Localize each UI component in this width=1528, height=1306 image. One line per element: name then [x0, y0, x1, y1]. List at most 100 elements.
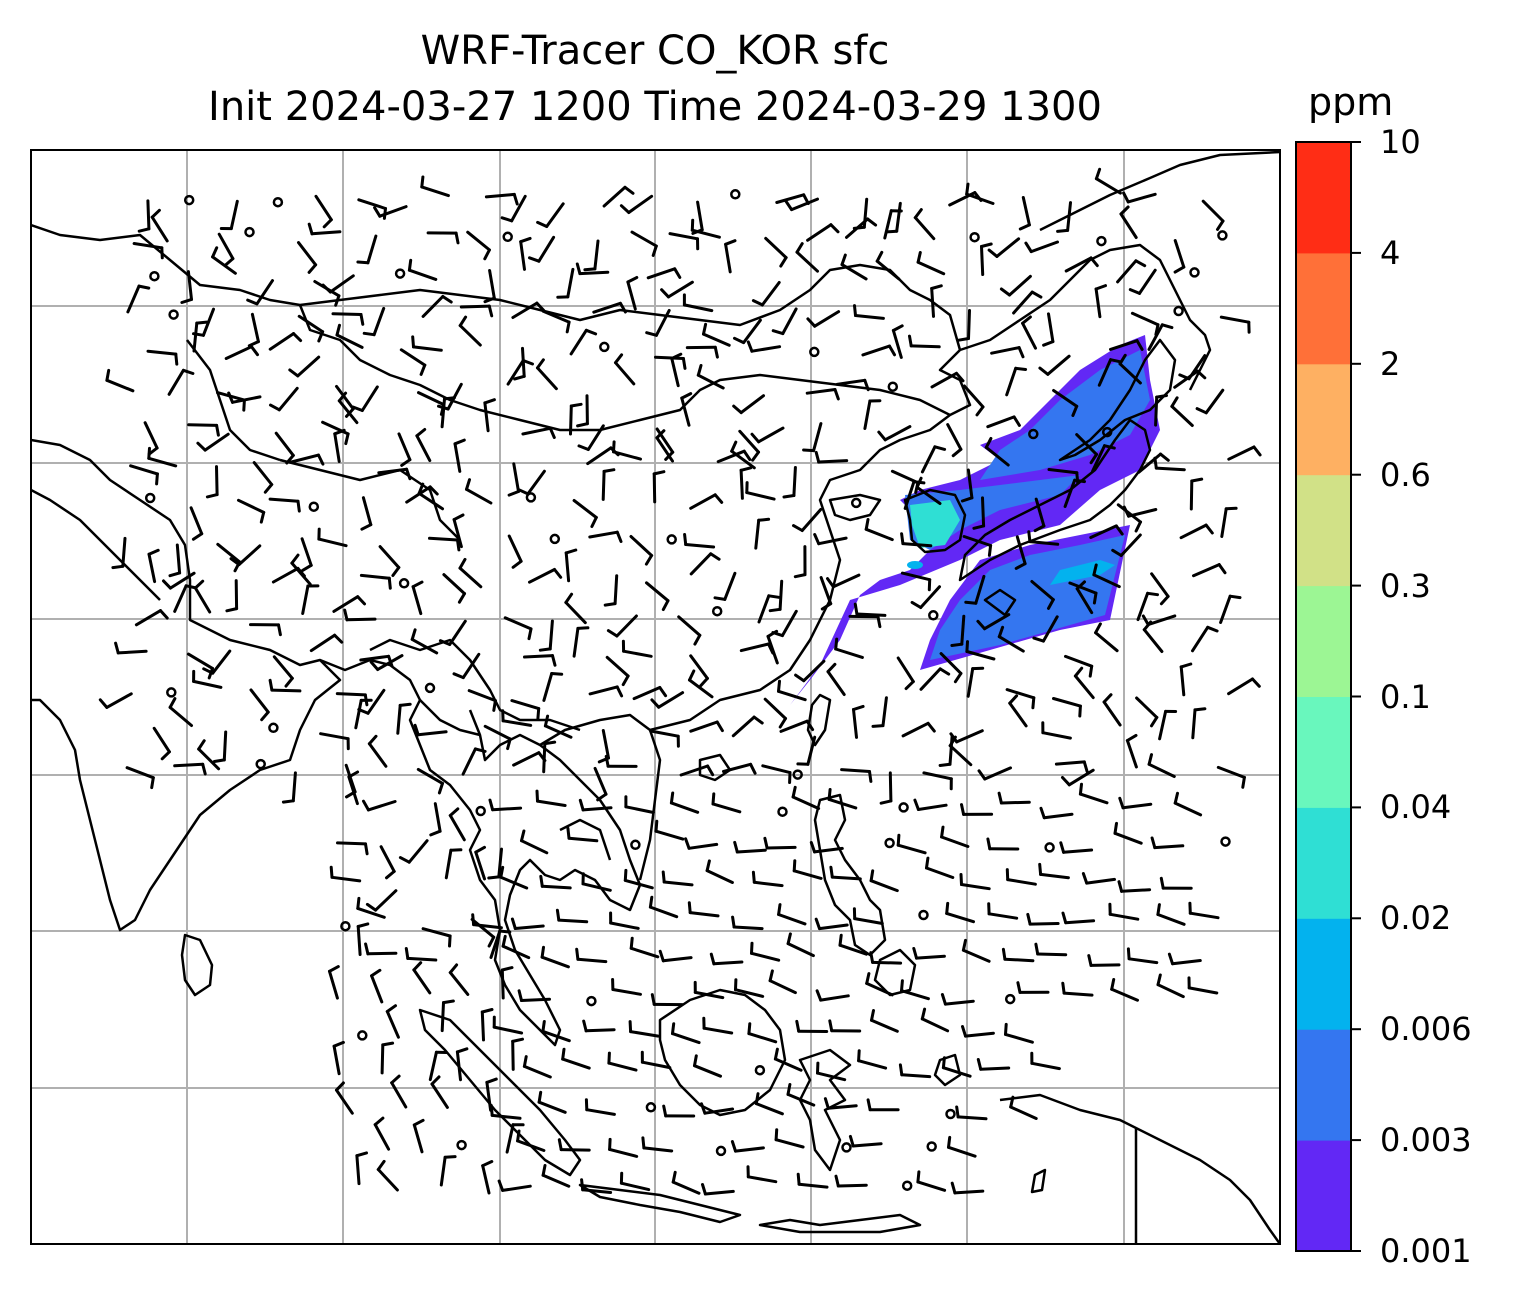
- wind-barb-flag: [950, 1181, 957, 1195]
- wind-barb-flag: [1061, 776, 1071, 787]
- wind-barb-shaft: [1138, 268, 1157, 295]
- wind-barb-shaft: [564, 551, 571, 583]
- wind-barb-flag: [916, 251, 922, 264]
- wind-barb-shaft: [250, 312, 260, 344]
- wind-barb-flag: [411, 335, 415, 349]
- wind-barb-flag: [754, 1092, 760, 1106]
- wind-barb-flag: [583, 267, 597, 272]
- wind-barb-flag: [730, 1140, 737, 1153]
- wind-barb-flag: [752, 715, 764, 725]
- wind-barb-flag: [1147, 753, 1153, 766]
- wind-barb-flag: [891, 324, 904, 332]
- wind-barb-shaft: [834, 647, 864, 659]
- wind-barb-flag: [1160, 323, 1174, 330]
- wind-barb-shaft: [703, 1189, 735, 1196]
- wind-barb-shaft: [900, 989, 930, 1001]
- wind-barb-shaft: [967, 309, 971, 340]
- wind-barb-flag: [580, 1178, 585, 1192]
- colorbar-frame: [1295, 141, 1352, 1252]
- wind-barb-flag: [945, 901, 950, 915]
- wind-barb-shaft: [519, 240, 526, 271]
- wind-barb-shaft: [252, 461, 274, 486]
- wind-barb-shaft: [688, 678, 714, 699]
- wind-barb-shaft: [774, 1138, 805, 1149]
- wind-barb-shaft: [521, 426, 552, 436]
- wind-barb-shaft: [960, 883, 991, 891]
- colorbar-segment: [1296, 696, 1351, 808]
- wind-barb-shaft: [909, 344, 941, 349]
- wind-barb-flag: [452, 672, 465, 680]
- wind-barb-shaft: [354, 698, 363, 730]
- wind-barb-shaft: [297, 314, 325, 334]
- wind-barb-shaft: [367, 742, 388, 768]
- wind-barb-flag: [1128, 288, 1141, 295]
- colorbar-tick-label: 0.006: [1380, 1010, 1472, 1049]
- wind-barb-flag: [1173, 265, 1186, 274]
- wind-barb-shaft: [611, 988, 642, 996]
- wind-barb-shaft: [105, 692, 133, 709]
- wind-barb-flag: [1126, 947, 1131, 961]
- wind-barb-shaft: [797, 1182, 829, 1189]
- wind-barb-flag: [227, 391, 234, 404]
- wind-barb-shaft: [474, 850, 486, 881]
- wind-barb-shaft: [134, 609, 162, 627]
- wind-barb-flag: [742, 449, 752, 461]
- wind-barb-shaft: [830, 875, 862, 881]
- wind-barb-flag: [955, 1105, 960, 1119]
- wind-barb-flag: [404, 947, 410, 960]
- wind-barb-shaft: [335, 692, 367, 697]
- wind-barb-flag: [105, 368, 111, 382]
- wind-barb-shaft: [693, 1064, 722, 1078]
- wind-barb-flag: [938, 667, 951, 676]
- wind-barb-shaft: [765, 845, 797, 850]
- wind-barb-shaft: [1028, 922, 1060, 926]
- wind-barb-shaft: [335, 333, 364, 349]
- wind-barb-shaft: [865, 981, 894, 997]
- wind-barb-flag: [292, 332, 303, 343]
- wind-barb-flag: [815, 989, 823, 1002]
- wind-barb-shaft: [1170, 404, 1194, 427]
- wind-barb-flag: [455, 1047, 469, 1054]
- wind-barb-shaft: [255, 279, 274, 306]
- wind-barb-shaft: [370, 974, 384, 1004]
- wind-barb-flag: [246, 298, 259, 306]
- wind-barb-flag: [1026, 912, 1032, 926]
- wind-barb-shaft: [501, 719, 533, 727]
- wind-barb-shaft: [1108, 912, 1140, 921]
- wind-barb-shaft: [224, 345, 253, 360]
- wind-barb-flag: [513, 374, 526, 381]
- wind-barb-shaft: [806, 223, 833, 242]
- wind-barb-flag: [940, 825, 945, 839]
- wind-barb-shaft: [483, 401, 490, 433]
- wind-barb-flag: [987, 248, 999, 258]
- wind-barb-flag: [1081, 872, 1089, 885]
- calm-marker: [918, 909, 929, 921]
- wind-barb-flag: [438, 639, 452, 646]
- wind-barb-shaft: [396, 703, 402, 735]
- wind-barb-shaft: [378, 205, 408, 218]
- wind-barb-flag: [356, 922, 370, 928]
- wind-barb-shaft: [500, 968, 505, 1000]
- wind-barb-flag: [98, 698, 109, 709]
- wind-barb-shaft: [1047, 312, 1055, 344]
- wind-barb-shaft: [428, 1050, 438, 1082]
- wind-barb-flag: [215, 423, 220, 437]
- wind-barb-shaft: [1063, 478, 1077, 508]
- wind-barb-flag: [193, 579, 205, 590]
- wind-barb-flag: [511, 559, 523, 569]
- calm-marker: [475, 805, 486, 817]
- wind-barb-flag: [857, 1049, 861, 1063]
- wind-barb-shaft: [593, 766, 608, 796]
- calm-marker: [456, 1139, 467, 1151]
- wind-barb-shaft: [417, 491, 444, 511]
- wind-barb-flag: [365, 902, 378, 912]
- wind-barb-flag: [805, 719, 815, 732]
- wind-barb-flag: [1039, 806, 1046, 820]
- wind-barb-flag: [1061, 911, 1068, 925]
- wind-barb-shaft: [146, 199, 151, 231]
- calm-marker: [1096, 235, 1107, 247]
- wind-barb-flag: [768, 607, 782, 613]
- wind-barb-flag: [965, 182, 970, 196]
- wind-barb-flag: [474, 845, 486, 854]
- wind-barb-flag: [285, 453, 295, 465]
